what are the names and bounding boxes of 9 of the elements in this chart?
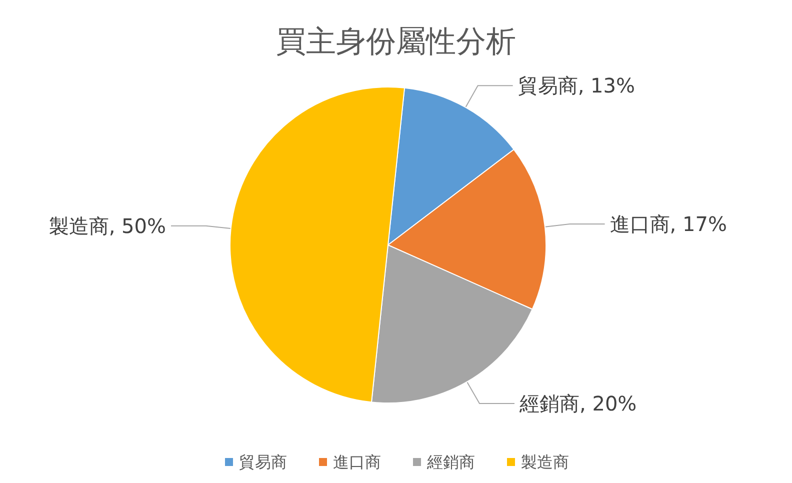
data-label: 進口商, 17% [610,212,727,236]
legend-label: 經銷商 [426,452,475,472]
legend-label: 製造商 [521,452,569,472]
data-label: 經銷商, 20% [518,391,637,416]
legend-label: 貿易商 [239,452,287,472]
data-label: 製造商, 50% [48,214,166,238]
legend-label: 進口商 [333,452,381,472]
chart-title: 買主身份屬性分析 [276,24,516,60]
data-label: 貿易商, 13% [518,74,636,98]
